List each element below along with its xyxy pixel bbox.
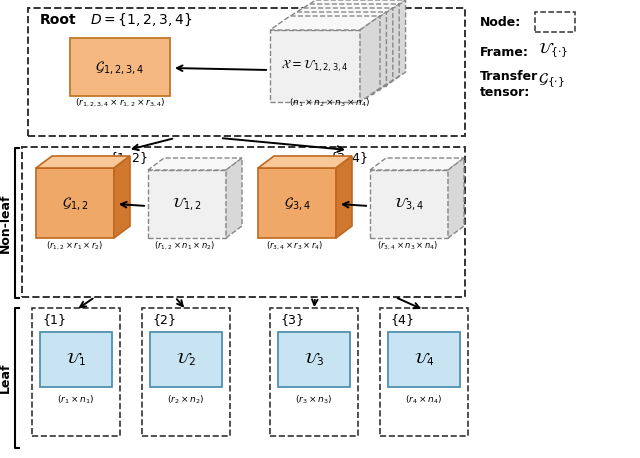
- Polygon shape: [360, 16, 380, 102]
- Text: $\mathcal{U}_1$: $\mathcal{U}_1$: [66, 351, 86, 368]
- Polygon shape: [388, 332, 460, 387]
- Text: $(r_{1,2}\times r_1\times r_2)$: $(r_{1,2}\times r_1\times r_2)$: [46, 240, 104, 252]
- Polygon shape: [148, 158, 242, 170]
- Text: $\mathcal{U}_{3,4}$: $\mathcal{U}_{3,4}$: [394, 196, 424, 213]
- Polygon shape: [270, 16, 380, 30]
- Polygon shape: [36, 156, 130, 168]
- Polygon shape: [289, 4, 399, 18]
- Text: Transfer: Transfer: [480, 70, 538, 82]
- Text: $(n_1\times n_2\times n_3\times n_4)$: $(n_1\times n_2\times n_3\times n_4)$: [289, 97, 371, 109]
- Polygon shape: [258, 168, 336, 238]
- Polygon shape: [70, 38, 170, 96]
- Polygon shape: [270, 30, 360, 102]
- Polygon shape: [289, 18, 380, 90]
- Polygon shape: [385, 0, 406, 86]
- Text: Root: Root: [40, 13, 77, 27]
- Polygon shape: [278, 332, 350, 387]
- Polygon shape: [296, 14, 385, 86]
- Text: $\mathcal{G}_{3,4}$: $\mathcal{G}_{3,4}$: [284, 195, 310, 212]
- Text: $(r_4\times n_4)$: $(r_4\times n_4)$: [405, 394, 443, 406]
- Polygon shape: [36, 168, 114, 238]
- Text: Leaf: Leaf: [0, 363, 12, 393]
- Polygon shape: [336, 156, 352, 238]
- Text: $(r_3\times n_3)$: $(r_3\times n_3)$: [296, 394, 333, 406]
- Polygon shape: [150, 332, 222, 387]
- Text: $D=\{1,2,3,4\}$: $D=\{1,2,3,4\}$: [90, 12, 193, 28]
- Text: $\mathcal{G}_{1,2}$: $\mathcal{G}_{1,2}$: [61, 195, 88, 212]
- Text: $\mathcal{U}_{1,2}$: $\mathcal{U}_{1,2}$: [172, 196, 202, 213]
- Polygon shape: [258, 156, 352, 168]
- Text: $\mathcal{U}_2$: $\mathcal{U}_2$: [176, 351, 196, 368]
- Text: $\{1\}$: $\{1\}$: [42, 312, 66, 328]
- Text: $\mathcal{G}_{\{\cdot\}}$: $\mathcal{G}_{\{\cdot\}}$: [538, 71, 564, 89]
- Polygon shape: [372, 8, 393, 94]
- Text: $\{3\}$: $\{3\}$: [280, 312, 304, 328]
- Polygon shape: [276, 12, 387, 26]
- Text: $\mathcal{U}_3$: $\mathcal{U}_3$: [304, 351, 324, 368]
- Text: $\{3,4\}$: $\{3,4\}$: [328, 150, 367, 166]
- Polygon shape: [380, 4, 399, 90]
- Text: $\mathcal{G}_{1,2,3,4}$: $\mathcal{G}_{1,2,3,4}$: [95, 59, 145, 76]
- Text: Non-leaf: Non-leaf: [0, 193, 12, 253]
- Text: Frame:: Frame:: [480, 45, 529, 59]
- Polygon shape: [448, 158, 464, 238]
- Text: Node:: Node:: [480, 16, 521, 28]
- Polygon shape: [40, 332, 112, 387]
- Text: $\mathcal{U}_{\{\cdot\}}$: $\mathcal{U}_{\{\cdot\}}$: [538, 41, 568, 60]
- Text: $(r_{3,4}\times n_3\times n_4)$: $(r_{3,4}\times n_3\times n_4)$: [378, 240, 438, 252]
- Text: $\mathcal{X}=\mathcal{U}_{1,2,3,4}$: $\mathcal{X}=\mathcal{U}_{1,2,3,4}$: [282, 58, 349, 74]
- Text: $(r_1\times n_1)$: $(r_1\times n_1)$: [58, 394, 95, 406]
- Text: $(r_{1,2,3,4}\times r_{1,2}\times r_{3,4})$: $(r_{1,2,3,4}\times r_{1,2}\times r_{3,4…: [75, 97, 165, 109]
- Text: $\mathcal{U}_4$: $\mathcal{U}_4$: [413, 351, 435, 368]
- Text: $\{1,2\}$: $\{1,2\}$: [109, 150, 147, 166]
- Polygon shape: [366, 12, 387, 98]
- Text: tensor:: tensor:: [480, 86, 531, 98]
- Polygon shape: [370, 158, 464, 170]
- Polygon shape: [283, 8, 393, 22]
- Polygon shape: [283, 22, 372, 94]
- Text: $(r_{1,2}\times n_1\times n_2)$: $(r_{1,2}\times n_1\times n_2)$: [154, 240, 216, 252]
- Polygon shape: [148, 170, 226, 238]
- Polygon shape: [276, 26, 366, 98]
- Text: $\{2\}$: $\{2\}$: [152, 312, 176, 328]
- Polygon shape: [226, 158, 242, 238]
- Text: $(r_{3,4}\times r_3\times r_4)$: $(r_{3,4}\times r_3\times r_4)$: [266, 240, 324, 252]
- Polygon shape: [114, 156, 130, 238]
- Text: $\{4\}$: $\{4\}$: [390, 312, 414, 328]
- Polygon shape: [296, 0, 406, 14]
- Text: $(r_2\times n_2)$: $(r_2\times n_2)$: [168, 394, 205, 406]
- Polygon shape: [370, 170, 448, 238]
